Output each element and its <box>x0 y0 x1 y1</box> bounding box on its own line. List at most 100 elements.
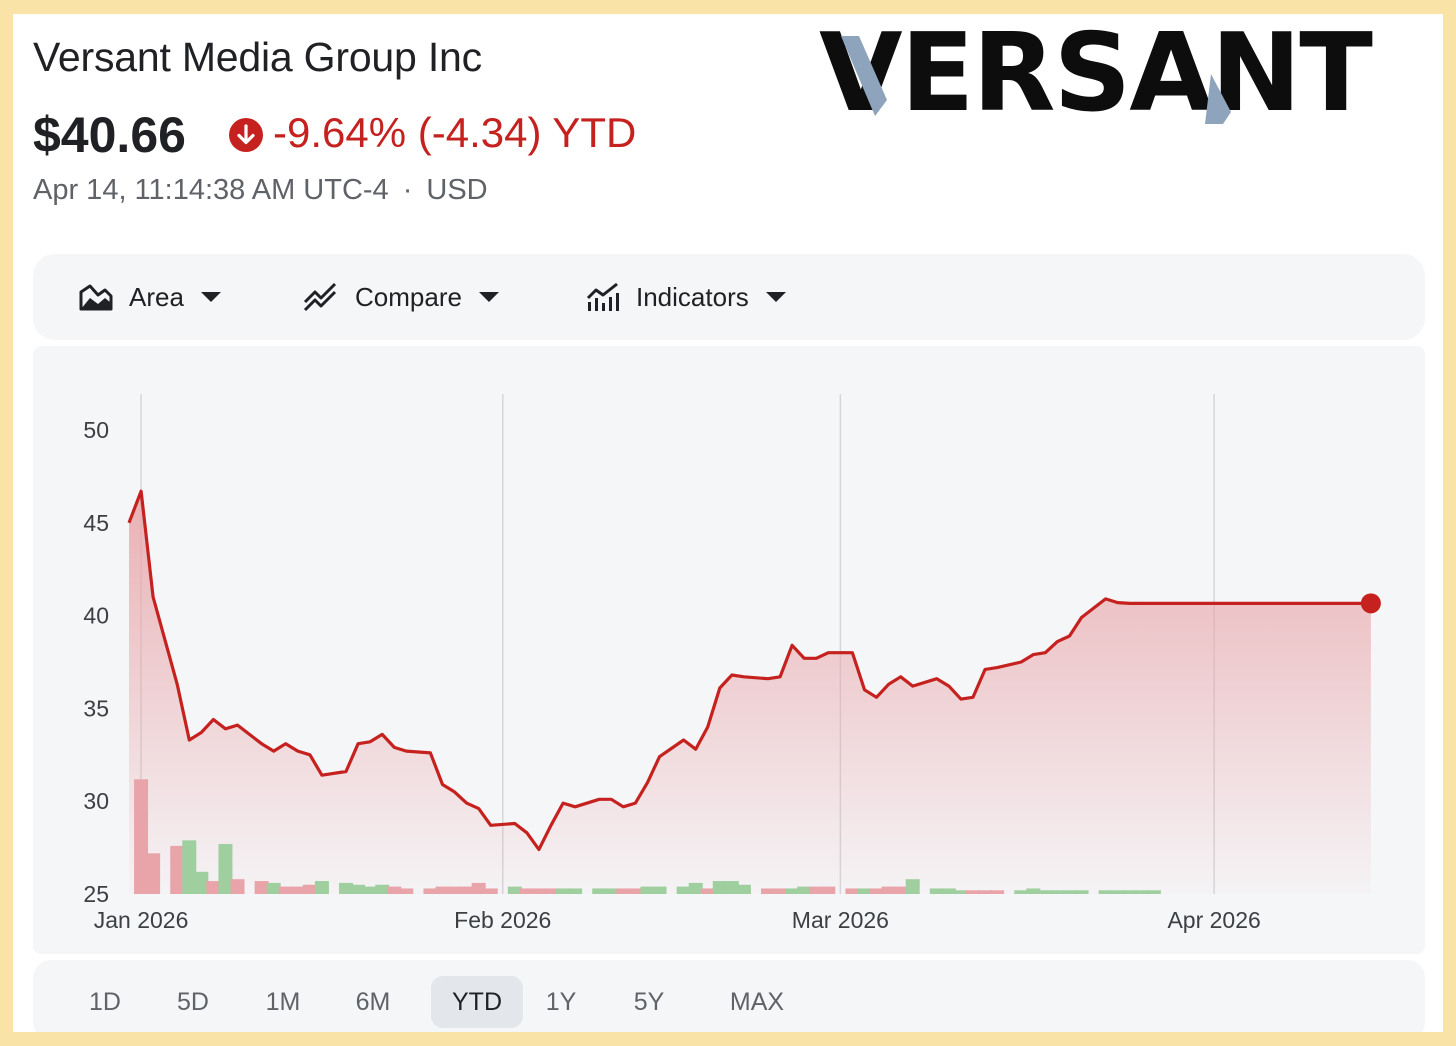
x-tick-label: Mar 2026 <box>792 907 889 933</box>
volume-bar <box>990 890 1005 894</box>
area-chart-icon <box>79 284 113 311</box>
x-tick-label: Feb 2026 <box>454 907 551 933</box>
volume-bar <box>736 884 751 894</box>
compare-dropdown[interactable]: Compare <box>303 254 500 340</box>
volume-bar <box>435 886 450 894</box>
range-button-ytd[interactable]: YTD <box>431 976 523 1028</box>
volume-bar <box>712 881 727 894</box>
range-button-6m[interactable]: 6M <box>355 988 391 1016</box>
volume-bar <box>1050 890 1065 894</box>
versant-logo: VERSANT <box>819 14 1429 136</box>
volume-bar <box>1146 890 1161 894</box>
volume-bar <box>206 881 221 894</box>
area-dropdown[interactable]: Area <box>79 254 222 340</box>
y-tick-label: 40 <box>83 603 109 629</box>
volume-bar <box>339 882 354 894</box>
range-selector: 1D 5D 1M 6M YTD 1Y 5Y MAX <box>33 960 1425 1032</box>
compare-icon <box>303 282 337 312</box>
volume-bar <box>459 886 474 894</box>
volume-bar <box>230 879 245 894</box>
volume-bar <box>218 844 233 894</box>
volume-bar <box>146 853 161 894</box>
range-button-1y[interactable]: 1Y <box>545 988 577 1016</box>
chart-toolbar: Area Compare Indicators <box>33 254 1425 340</box>
volume-bar <box>1122 890 1137 894</box>
volume-bar <box>278 886 293 894</box>
x-tick-label: Apr 2026 <box>1167 907 1260 933</box>
volume-bar <box>676 886 691 894</box>
volume-bar <box>1026 888 1041 894</box>
volume-bar <box>929 888 944 894</box>
volume-bar <box>483 888 498 894</box>
volume-bar <box>857 888 872 894</box>
current-price: $40.66 <box>33 107 186 163</box>
volume-bar <box>773 888 788 894</box>
volume-bar <box>302 884 317 894</box>
volume-bar <box>724 881 739 894</box>
volume-bar <box>471 882 486 894</box>
indicators-icon <box>586 282 619 311</box>
volume-bar <box>423 888 438 894</box>
volume-bar <box>363 886 378 894</box>
volume-bar <box>893 886 908 894</box>
volume-bar <box>556 888 571 894</box>
y-tick-label: 30 <box>83 788 109 814</box>
range-button-max[interactable]: MAX <box>729 988 785 1016</box>
price-chart[interactable]: 25 30 35 40 45 50 Jan 2026 Feb 2026 Mar 2026 Apr… <box>33 346 1425 954</box>
volume-bar <box>182 840 197 894</box>
range-button-5y[interactable]: 5Y <box>633 988 665 1016</box>
caret-down-icon <box>765 292 786 302</box>
volume-bar <box>447 886 462 894</box>
volume-bar <box>869 888 884 894</box>
volume-bar <box>266 882 281 894</box>
volume-bar <box>1014 890 1029 894</box>
volume-bar <box>821 886 836 894</box>
stock-quote-card: Versant Media Group Inc $40.66 -9.64% (-… <box>13 14 1443 1032</box>
volume-bar <box>314 881 329 894</box>
area-label: Area <box>129 281 184 312</box>
volume-bar <box>399 888 414 894</box>
volume-bar <box>785 888 800 894</box>
price-chart-panel: 25 30 35 40 45 50 Jan 2026 Feb 2026 Mar 2026 Apr… <box>33 346 1425 954</box>
range-button-1d[interactable]: 1D <box>89 988 121 1016</box>
volume-bar <box>254 881 269 894</box>
volume-bar <box>616 888 631 894</box>
volume-bar <box>519 888 534 894</box>
volume-bar <box>953 890 968 894</box>
price-change: -9.64% (-4.34) YTD <box>273 109 637 156</box>
volume-bar <box>568 888 583 894</box>
volume-bar <box>640 886 655 894</box>
volume-bar <box>1110 890 1125 894</box>
volume-bar <box>1038 890 1053 894</box>
y-tick-label: 45 <box>83 510 109 536</box>
volume-bar <box>628 888 643 894</box>
quote-meta: Apr 14, 11:14:38 AM UTC-4 · USD <box>33 174 488 207</box>
volume-bar <box>194 871 209 894</box>
volume-bar <box>652 886 667 894</box>
volume-bar <box>845 888 860 894</box>
volume-bar <box>688 882 703 894</box>
price-area-fill <box>129 491 1371 894</box>
volume-bar <box>941 888 956 894</box>
y-tick-label: 50 <box>83 417 109 443</box>
volume-bar <box>592 888 607 894</box>
indicators-dropdown[interactable]: Indicators <box>586 254 787 340</box>
volume-bar <box>761 888 776 894</box>
logo-wordmark: VERSANT <box>819 14 1373 136</box>
volume-bar <box>1074 890 1089 894</box>
volume-bar <box>351 884 366 894</box>
last-price-marker[interactable] <box>1360 593 1381 614</box>
logo-accent-stripe-icon <box>841 36 887 116</box>
volume-bar <box>905 879 920 894</box>
volume-bar <box>797 886 812 894</box>
range-button-5d[interactable]: 5D <box>177 988 209 1016</box>
meta-separator: · <box>402 174 413 206</box>
compare-label: Compare <box>355 281 462 312</box>
volume-bar <box>134 779 149 894</box>
volume-bar <box>1062 890 1077 894</box>
volume-bar <box>170 845 185 894</box>
indicators-label: Indicators <box>636 281 749 312</box>
range-button-1m[interactable]: 1M <box>265 988 301 1016</box>
volume-bar <box>507 886 522 894</box>
y-tick-label: 25 <box>83 881 109 907</box>
